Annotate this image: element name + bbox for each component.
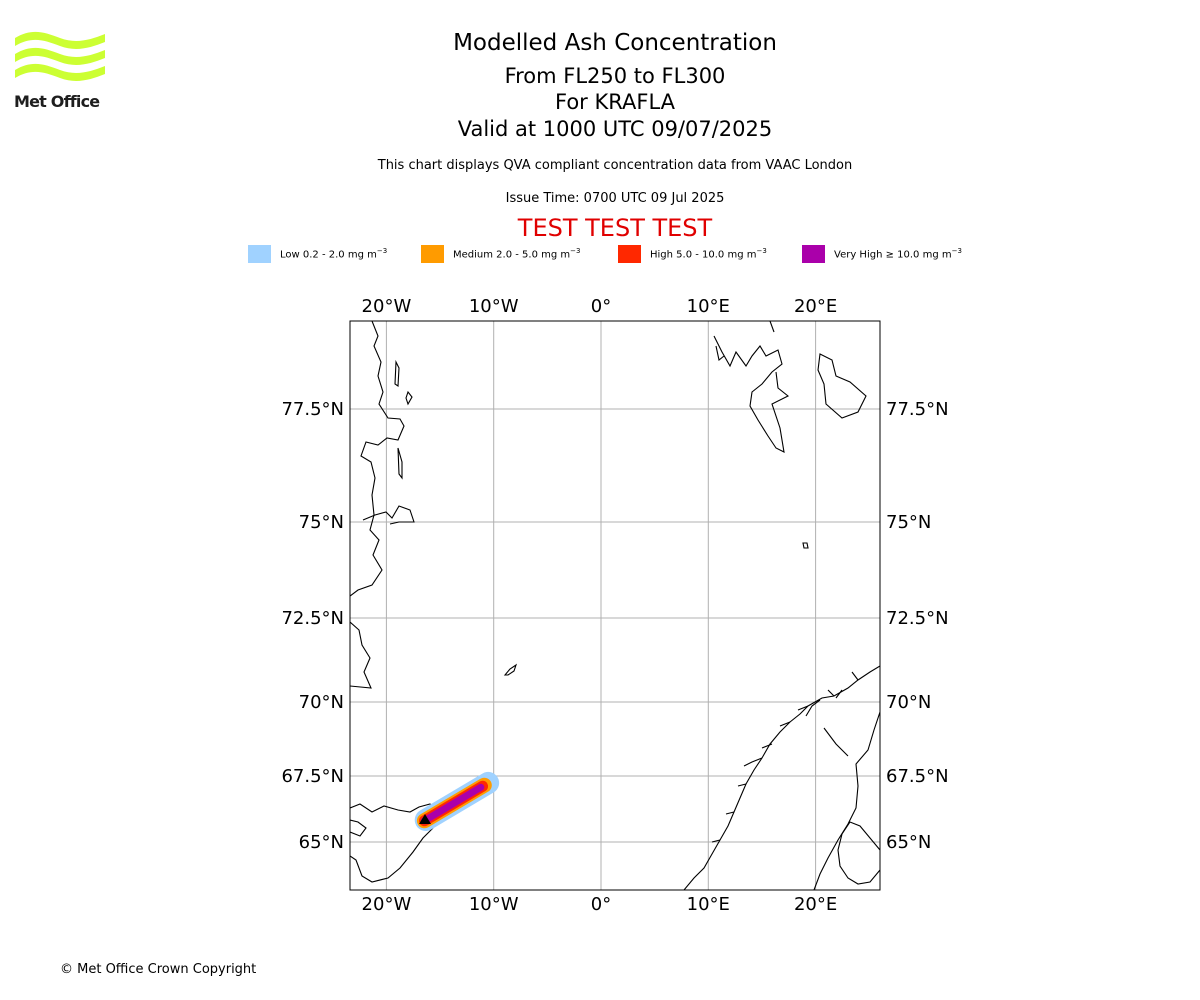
legend-item-high: High 5.0 - 10.0 mg m−3 [618, 244, 767, 264]
lat-label-right-2: 72.5°N [886, 608, 949, 629]
coastline-bear-island [802, 542, 809, 549]
legend-label-medium: Medium 2.0 - 5.0 mg m−3 [453, 247, 581, 261]
legend-swatch-high [618, 245, 641, 263]
test-banner: TEST TEST TEST [517, 214, 713, 242]
lon-label-top-1: 10°W [469, 296, 519, 317]
lat-label-right-0: 77.5°N [886, 399, 949, 420]
lon-label-bottom-3: 10°E [687, 894, 730, 915]
lon-label-bottom-0: 20°W [362, 894, 412, 915]
lat-label-right-4: 67.5°N [886, 766, 949, 787]
lon-label-bottom-2: 0° [591, 894, 611, 915]
coastline-jan-mayen [503, 663, 518, 676]
axis-tick-labels: 20°W 20°W 10°W 10°W 0° 0° 10°E 10°E 20°E 20°E 77.5… [281, 296, 948, 915]
coastline-greenland-inlet [362, 505, 415, 525]
legend-item-medium: Medium 2.0 - 5.0 mg m−3 [421, 244, 580, 264]
graticule [350, 321, 880, 890]
ash-plume [414, 771, 500, 831]
coastline-norway-fjords [711, 671, 859, 843]
lon-label-bottom-4: 20°E [794, 894, 837, 915]
lon-label-bottom-1: 10°W [469, 894, 519, 915]
lat-label-right-1: 75°N [886, 512, 931, 533]
lat-label-left-3: 70°N [299, 692, 344, 713]
compliance-note: This chart displays QVA compliant concen… [377, 158, 853, 173]
legend-item-low: Low 0.2 - 2.0 mg m−3 [248, 244, 387, 264]
coastline-greenland-island-2 [405, 390, 413, 406]
coastline-svalbard [713, 335, 790, 453]
plume-band-very_high [420, 783, 485, 825]
issue-time: Issue Time: 0700 UTC 09 Jul 2025 [505, 191, 725, 206]
coastline-sweden-inland [823, 727, 849, 757]
legend-item-very-high: Very High ≥ 10.0 mg m−3 [802, 244, 962, 264]
coastline-svalbard-west [715, 345, 725, 361]
chart-title: Modelled Ash Concentration [453, 30, 777, 56]
volcano-marker-icon [419, 814, 431, 824]
lat-label-right-5: 65°N [886, 832, 931, 853]
lat-label-left-1: 75°N [299, 512, 344, 533]
met-office-logo: Met Office [14, 30, 110, 114]
legend-label-high: High 5.0 - 10.0 mg m−3 [650, 247, 767, 261]
coastline-svalbard-north [769, 321, 775, 333]
coastline-greenland [350, 321, 405, 689]
coastline-nordaustlandet [817, 353, 867, 419]
flight-level-range: From FL250 to FL300 [504, 64, 726, 88]
met-office-logo-icon [15, 31, 105, 81]
lon-label-top-2: 0° [591, 296, 611, 317]
volcano-name: For KRAFLA [555, 90, 675, 114]
coastline-iceland-westfjords [350, 819, 367, 837]
valid-time: Valid at 1000 UTC 09/07/2025 [457, 117, 773, 141]
lat-label-right-3: 70°N [886, 692, 931, 713]
map-frame-background [350, 321, 880, 890]
coastlines [350, 321, 880, 890]
copyright-notice: © Met Office Crown Copyright [60, 962, 257, 977]
legend-swatch-medium [421, 245, 444, 263]
legend-label-very-high: Very High ≥ 10.0 mg m−3 [834, 247, 962, 261]
lon-label-top-4: 20°E [794, 296, 837, 317]
coastline-bothnia-east [837, 821, 880, 885]
concentration-legend: Low 0.2 - 2.0 mg m−3 Medium 2.0 - 5.0 mg… [0, 244, 1200, 264]
lat-label-left-0: 77.5°N [281, 399, 344, 420]
coastline-greenland-island-3 [397, 447, 403, 480]
lon-label-top-0: 20°W [362, 296, 412, 317]
coastline-lofoten [805, 689, 843, 717]
lat-label-left-5: 65°N [299, 832, 344, 853]
legend-label-low: Low 0.2 - 2.0 mg m−3 [280, 247, 388, 261]
lat-label-left-4: 67.5°N [281, 766, 344, 787]
lon-label-top-3: 10°E [687, 296, 730, 317]
met-office-logo-text: Met Office [14, 92, 100, 111]
coastline-greenland-island-1 [394, 359, 400, 387]
legend-swatch-very-high [802, 245, 825, 263]
legend-swatch-low [248, 245, 271, 263]
map-frame [349, 320, 881, 891]
lat-label-left-2: 72.5°N [281, 608, 344, 629]
coastline-gulf-of-bothnia [813, 711, 880, 890]
